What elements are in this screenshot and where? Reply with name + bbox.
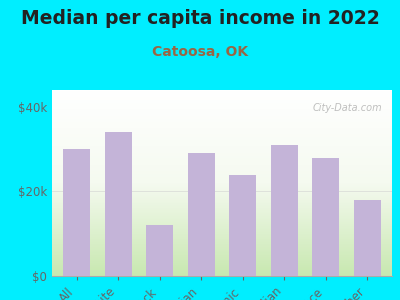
Bar xyxy=(271,145,298,276)
Bar xyxy=(64,149,90,276)
Bar xyxy=(229,175,256,276)
Bar xyxy=(312,158,339,276)
Text: Catoosa, OK: Catoosa, OK xyxy=(152,45,248,59)
Bar xyxy=(188,153,215,276)
Bar xyxy=(146,225,173,276)
Text: Median per capita income in 2022: Median per capita income in 2022 xyxy=(21,9,379,28)
Text: City-Data.com: City-Data.com xyxy=(312,103,382,113)
Bar xyxy=(354,200,380,276)
Bar xyxy=(105,132,132,276)
